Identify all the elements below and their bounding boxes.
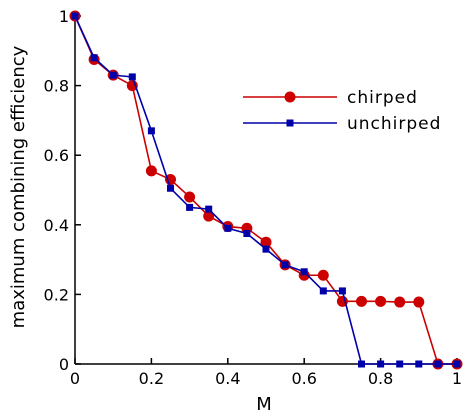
legend-item-unchirped: unchirped (243, 114, 441, 134)
data-point-chirped (394, 296, 406, 308)
data-point-unchirped (243, 230, 251, 237)
data-point-chirped (317, 269, 329, 281)
y-tick-label: 0.4 (44, 216, 69, 235)
data-point-unchirped (90, 54, 98, 62)
data-point-unchirped (224, 224, 232, 232)
legend: chirped unchirped (243, 88, 441, 134)
data-point-chirped (184, 191, 196, 203)
data-point-chirped (260, 236, 272, 248)
series-line-unchirped (74, 15, 457, 365)
series-chirped (69, 10, 463, 370)
data-point-unchirped (396, 360, 404, 368)
y-tick-label: 0.2 (44, 285, 69, 304)
data-point-unchirped (167, 184, 174, 192)
legend-label: chirped (347, 88, 418, 108)
data-point-chirped (413, 296, 425, 308)
series-line-chirped (74, 15, 457, 365)
data-point-unchirped (281, 261, 289, 269)
data-point-unchirped (319, 287, 327, 295)
x-tick-label: 0.8 (368, 369, 393, 388)
x-axis-label: M (256, 394, 272, 415)
legend-item-chirped: chirped (243, 88, 418, 108)
x-tick-label: 0.4 (215, 369, 240, 388)
series-layer (69, 10, 463, 370)
data-point-chirped (145, 165, 157, 177)
x-tick-label: 0.6 (291, 369, 316, 388)
data-point-unchirped (358, 360, 365, 368)
data-point-chirped (203, 210, 215, 222)
data-point-unchirped (205, 205, 213, 213)
data-point-unchirped (415, 360, 423, 368)
data-point-unchirped (377, 360, 385, 368)
data-point-unchirped (186, 203, 194, 211)
x-axis-ticks: 0 0.2 0.4 0.6 0.8 1 (70, 358, 462, 388)
data-point-unchirped (338, 287, 346, 295)
data-point-unchirped (300, 268, 308, 276)
y-tick-label: 1 (59, 7, 69, 26)
data-point-unchirped (147, 127, 155, 135)
data-point-unchirped (128, 73, 136, 81)
data-point-unchirped (71, 12, 79, 20)
data-point-chirped (375, 295, 387, 307)
y-tick-label: 0 (59, 355, 69, 374)
series-unchirped (71, 12, 461, 368)
y-axis-ticks: 0 0.2 0.4 0.6 0.8 1 (44, 7, 81, 374)
data-point-unchirped (434, 360, 442, 368)
axes-frame (74, 16, 457, 365)
x-tick-label: 1 (452, 369, 462, 388)
data-point-chirped (356, 295, 367, 307)
data-point-unchirped (109, 71, 117, 79)
y-axis-label: maximum combining efficiency (8, 45, 29, 328)
x-tick-label: 0 (70, 369, 80, 388)
x-tick-label: 0.2 (139, 369, 164, 388)
data-point-unchirped (262, 245, 270, 253)
legend-marker (284, 91, 296, 103)
data-point-unchirped (453, 360, 461, 368)
legend-label: unchirped (347, 114, 441, 134)
y-tick-label: 0.6 (44, 146, 69, 165)
y-tick-label: 0.8 (44, 77, 69, 96)
legend-marker (286, 119, 294, 127)
